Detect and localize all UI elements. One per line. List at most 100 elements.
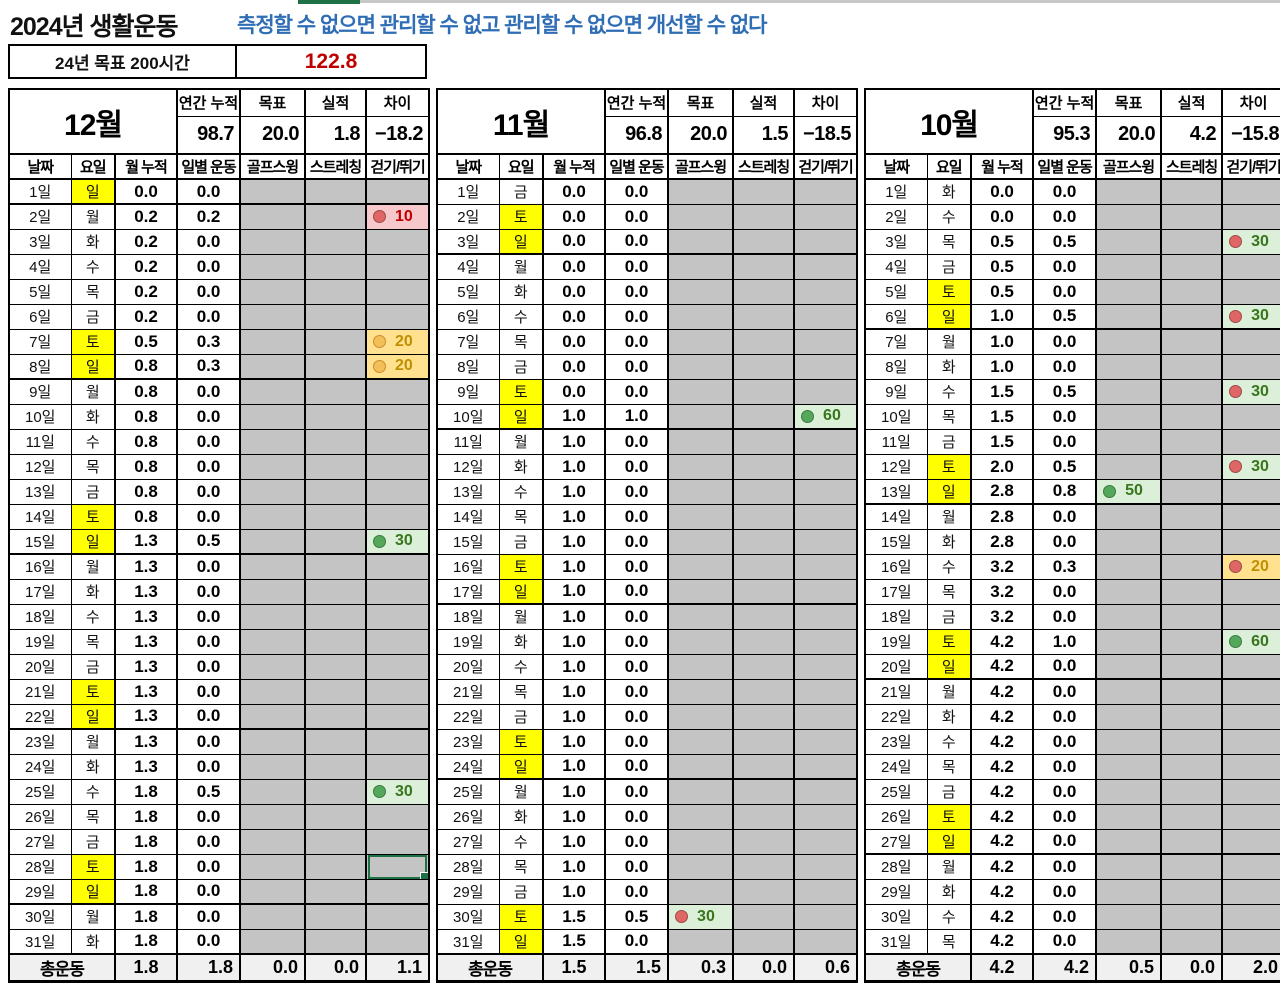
daily-exercise-cell[interactable]: 0.0 [604, 803, 669, 830]
date-cell[interactable]: 11일 [864, 428, 928, 455]
date-cell[interactable]: 2일 [864, 203, 928, 230]
date-cell[interactable]: 30일 [864, 903, 928, 930]
daily-exercise-cell[interactable]: 0.0 [1032, 178, 1097, 205]
stretching-cell[interactable] [1160, 478, 1223, 505]
daily-exercise-cell[interactable]: 0.0 [176, 253, 241, 280]
weekday-cell[interactable]: 금 [498, 528, 544, 555]
weekday-cell[interactable]: 수 [926, 553, 972, 580]
walk-run-cell[interactable] [793, 328, 858, 355]
stretching-cell[interactable] [732, 228, 795, 255]
daily-exercise-cell[interactable]: 0.5 [604, 903, 669, 930]
daily-exercise-cell[interactable]: 0.0 [1032, 928, 1097, 955]
stretching-cell[interactable] [732, 653, 795, 680]
date-cell[interactable]: 14일 [436, 503, 500, 530]
daily-exercise-cell[interactable]: 0.5 [1032, 453, 1097, 480]
walk-run-cell[interactable] [365, 603, 430, 630]
golf-swing-cell[interactable] [667, 278, 734, 305]
month-cum-cell[interactable]: 0.0 [542, 353, 606, 380]
date-cell[interactable]: 30일 [436, 903, 500, 930]
date-cell[interactable]: 28일 [864, 853, 928, 880]
date-cell[interactable]: 10일 [864, 403, 928, 430]
date-cell[interactable]: 9일 [8, 378, 72, 405]
golf-swing-cell[interactable] [667, 703, 734, 730]
date-cell[interactable]: 8일 [436, 353, 500, 380]
month-cum-cell[interactable]: 1.3 [113, 628, 178, 655]
walk-run-cell[interactable] [1221, 428, 1280, 455]
stretching-cell[interactable] [732, 528, 795, 555]
daily-exercise-cell[interactable]: 0.0 [604, 603, 669, 630]
stretching-cell[interactable] [304, 878, 367, 905]
stretching-cell[interactable] [732, 353, 795, 380]
daily-exercise-cell[interactable]: 0.0 [176, 578, 241, 605]
date-cell[interactable]: 11일 [436, 428, 500, 455]
month-cum-cell[interactable]: 1.3 [113, 578, 178, 605]
weekday-cell[interactable]: 수 [70, 603, 116, 630]
golf-swing-cell[interactable] [239, 278, 306, 305]
daily-exercise-cell[interactable]: 0.0 [176, 828, 241, 855]
daily-exercise-cell[interactable]: 0.0 [1032, 703, 1097, 730]
walk-run-cell[interactable] [365, 578, 430, 605]
month-cum-cell[interactable]: 0.0 [542, 178, 606, 205]
month-cum-cell[interactable]: 4.2 [970, 753, 1034, 780]
month-cum-cell[interactable]: 4.2 [970, 878, 1034, 905]
date-cell[interactable]: 25일 [436, 778, 500, 805]
month-cum-cell[interactable]: 0.8 [113, 428, 178, 455]
month-cum-cell[interactable]: 1.5 [970, 428, 1034, 455]
month-cum-cell[interactable]: 0.5 [970, 228, 1034, 255]
weekday-cell[interactable]: 월 [498, 603, 544, 630]
golf-swing-cell[interactable] [239, 653, 306, 680]
daily-exercise-cell[interactable]: 0.3 [176, 353, 241, 380]
date-cell[interactable]: 11일 [8, 428, 72, 455]
walk-run-cell[interactable] [1221, 253, 1280, 280]
walk-run-cell[interactable] [793, 378, 858, 405]
daily-exercise-cell[interactable]: 0.0 [604, 828, 669, 855]
weekday-cell[interactable]: 수 [70, 778, 116, 805]
weekday-cell[interactable]: 수 [498, 303, 544, 330]
stretching-cell[interactable] [732, 478, 795, 505]
weekday-cell[interactable]: 목 [498, 328, 544, 355]
date-cell[interactable]: 24일 [864, 753, 928, 780]
month-cum-cell[interactable]: 1.0 [542, 603, 606, 630]
daily-exercise-cell[interactable]: 0.0 [176, 753, 241, 780]
daily-exercise-cell[interactable]: 0.0 [176, 178, 241, 205]
daily-exercise-cell[interactable]: 0.0 [176, 603, 241, 630]
daily-exercise-cell[interactable]: 0.0 [1032, 728, 1097, 755]
month-cum-cell[interactable]: 0.8 [113, 478, 178, 505]
date-cell[interactable]: 5일 [8, 278, 72, 305]
golf-swing-cell[interactable] [239, 203, 306, 230]
daily-exercise-cell[interactable]: 0.0 [1032, 903, 1097, 930]
golf-swing-cell[interactable] [1095, 878, 1162, 905]
walk-run-cell[interactable]: 30 [1221, 378, 1280, 405]
daily-exercise-cell[interactable]: 0.0 [604, 278, 669, 305]
stretching-cell[interactable] [732, 178, 795, 205]
daily-exercise-cell[interactable]: 0.0 [604, 753, 669, 780]
date-cell[interactable]: 3일 [864, 228, 928, 255]
weekday-cell[interactable]: 금 [926, 253, 972, 280]
daily-exercise-cell[interactable]: 0.0 [176, 428, 241, 455]
weekday-cell[interactable]: 화 [926, 703, 972, 730]
stretching-cell[interactable] [304, 503, 367, 530]
daily-exercise-cell[interactable]: 0.0 [604, 378, 669, 405]
walk-run-cell[interactable] [1221, 703, 1280, 730]
weekday-cell[interactable]: 금 [70, 478, 116, 505]
daily-exercise-cell[interactable]: 0.0 [604, 703, 669, 730]
date-cell[interactable]: 23일 [436, 728, 500, 755]
walk-run-cell[interactable] [793, 778, 858, 805]
daily-exercise-cell[interactable]: 0.0 [604, 728, 669, 755]
golf-swing-cell[interactable] [1095, 778, 1162, 805]
golf-swing-cell[interactable] [239, 828, 306, 855]
date-cell[interactable]: 22일 [8, 703, 72, 730]
month-cum-cell[interactable]: 2.8 [970, 528, 1034, 555]
stretching-cell[interactable] [304, 303, 367, 330]
stretching-cell[interactable] [304, 853, 367, 880]
stretching-cell[interactable] [304, 728, 367, 755]
date-cell[interactable]: 10일 [436, 403, 500, 430]
weekday-cell[interactable]: 일 [70, 878, 116, 905]
daily-exercise-cell[interactable]: 0.3 [176, 328, 241, 355]
walk-run-cell[interactable] [365, 478, 430, 505]
stretching-cell[interactable] [732, 303, 795, 330]
stretching-cell[interactable] [1160, 278, 1223, 305]
weekday-cell[interactable]: 수 [498, 828, 544, 855]
daily-exercise-cell[interactable]: 0.0 [1032, 778, 1097, 805]
weekday-cell[interactable]: 월 [926, 678, 972, 705]
